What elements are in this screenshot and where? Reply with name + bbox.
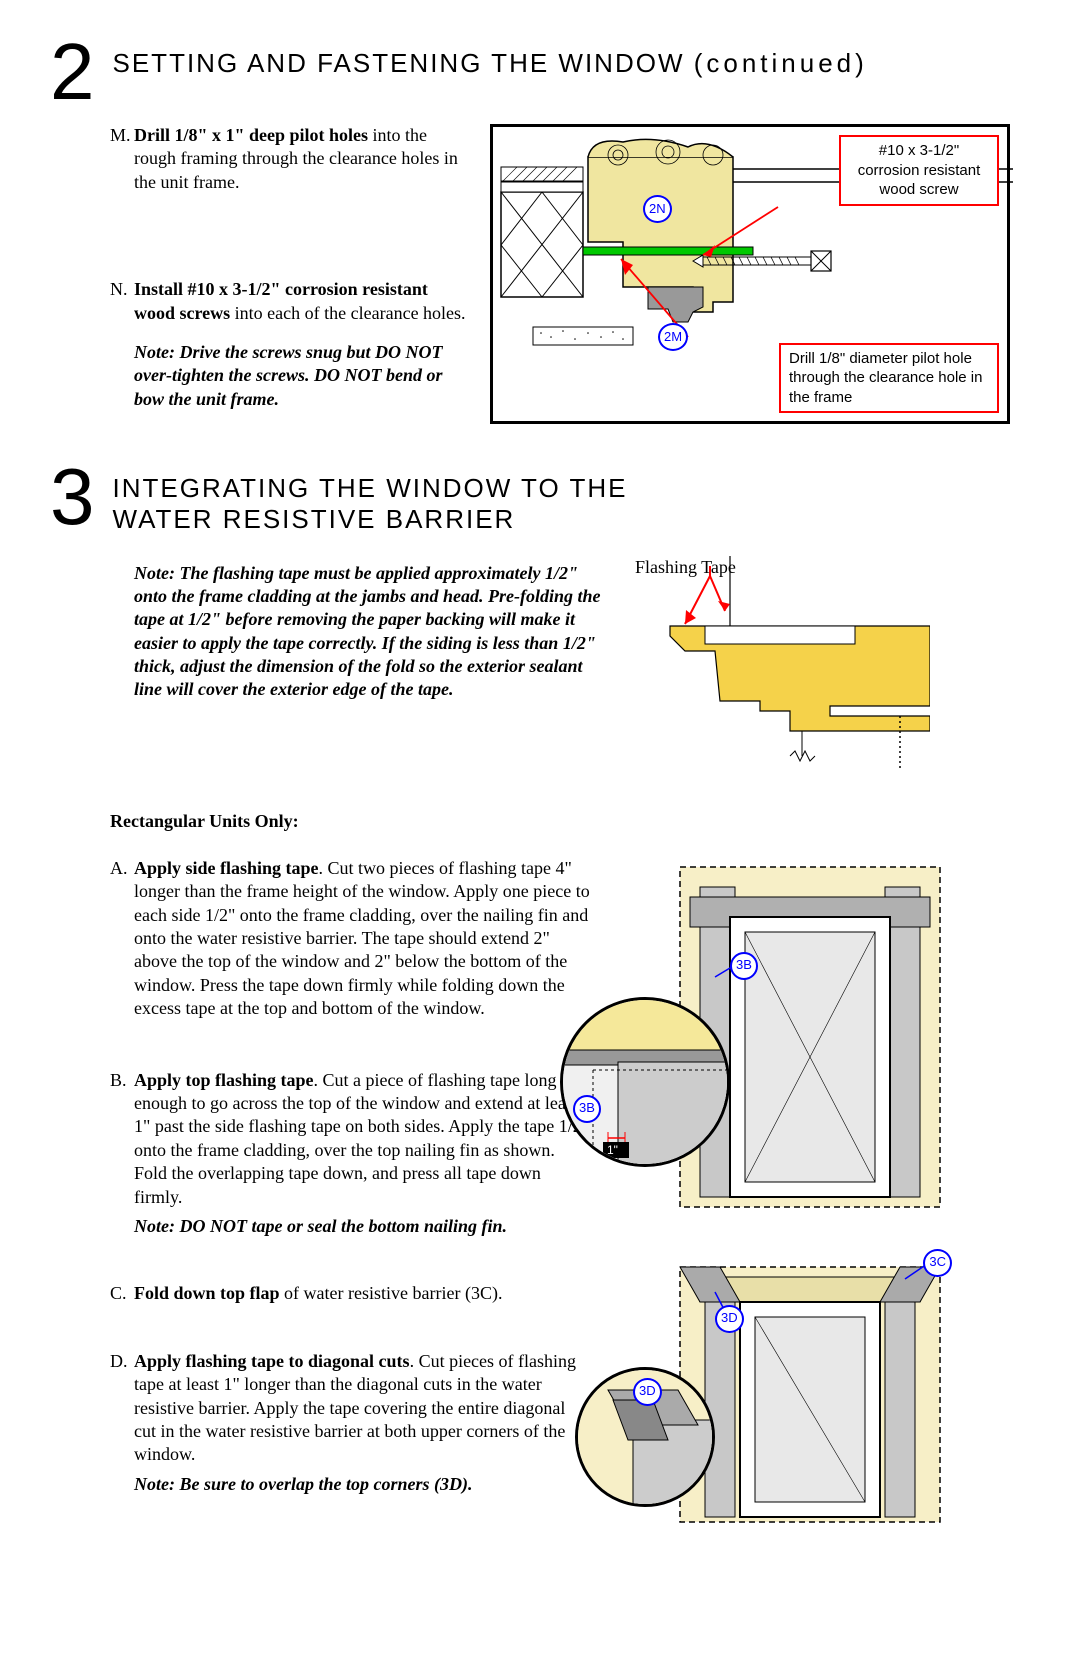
bubble-3c: 3C xyxy=(923,1249,952,1277)
step-3d: D. Apply flashing tape to diagonal cuts.… xyxy=(110,1350,590,1496)
svg-text:1": 1" xyxy=(607,1143,618,1157)
section-2-body: M. Drill 1/8" x 1" deep pilot holes into… xyxy=(50,124,1030,435)
section-2-title: SETTING AND FASTENING THE WINDOW (contin… xyxy=(113,40,868,79)
callout-screw: #10 x 3-1/2" corrosion resistant wood sc… xyxy=(839,135,999,206)
figure-3b: 3B 1" 3B xyxy=(610,857,950,1217)
label-flashing-tape: Flashing Tape xyxy=(635,556,736,579)
note-3d: Note: Be sure to overlap the top corners… xyxy=(134,1473,590,1496)
bubble-2m: 2M xyxy=(658,323,688,351)
figure-2: #10 x 3-1/2" corrosion resistant wood sc… xyxy=(490,124,1010,424)
step-2m: M. Drill 1/8" x 1" deep pilot holes into… xyxy=(110,124,470,194)
section-2-number: 2 xyxy=(50,40,95,104)
detail-circle-3b: 1" 3B xyxy=(560,997,730,1167)
step-3c: C. Fold down top flap of water resistive… xyxy=(110,1282,590,1305)
section-2-header: 2 SETTING AND FASTENING THE WINDOW (cont… xyxy=(50,40,1030,104)
section-3-number: 3 xyxy=(50,465,95,529)
bubble-2n: 2N xyxy=(643,195,672,223)
figure-3cd: 3C 3D 3D xyxy=(610,1247,950,1527)
section-3-title: INTEGRATING THE WINDOW TO THE WATER RESI… xyxy=(113,465,673,535)
section-3-steps-row: A. Apply side flashing tape. Cut two pie… xyxy=(50,857,1030,1527)
note-3-intro: Note: The flashing tape must be applied … xyxy=(134,562,610,702)
note-3b: Note: DO NOT tape or seal the bottom nai… xyxy=(134,1215,590,1238)
step-3a: A. Apply side flashing tape. Cut two pie… xyxy=(110,857,590,1021)
bubble-3b-1: 3B xyxy=(730,952,758,980)
step-2n: N. Install #10 x 3-1/2" corrosion resist… xyxy=(110,278,470,411)
bubble-3d-1: 3D xyxy=(715,1305,744,1333)
callout-pilot: Drill 1/8" diameter pilot hole through t… xyxy=(779,343,999,414)
figure-3-profile: Flashing Tape xyxy=(630,556,930,786)
subhead-rect: Rectangular Units Only: xyxy=(110,810,1030,833)
bubble-3d-2: 3D xyxy=(633,1378,662,1406)
detail-circle-3d: 3D xyxy=(575,1367,715,1507)
note-2n: Note: Drive the screws snug but DO NOT o… xyxy=(134,341,470,411)
section-3-header: 3 INTEGRATING THE WINDOW TO THE WATER RE… xyxy=(50,465,1030,535)
bubble-3b-2: 3B xyxy=(573,1095,601,1123)
step-3b: B. Apply top flashing tape. Cut a piece … xyxy=(110,1069,590,1239)
section-3-intro-row: Note: The flashing tape must be applied … xyxy=(50,556,1030,786)
